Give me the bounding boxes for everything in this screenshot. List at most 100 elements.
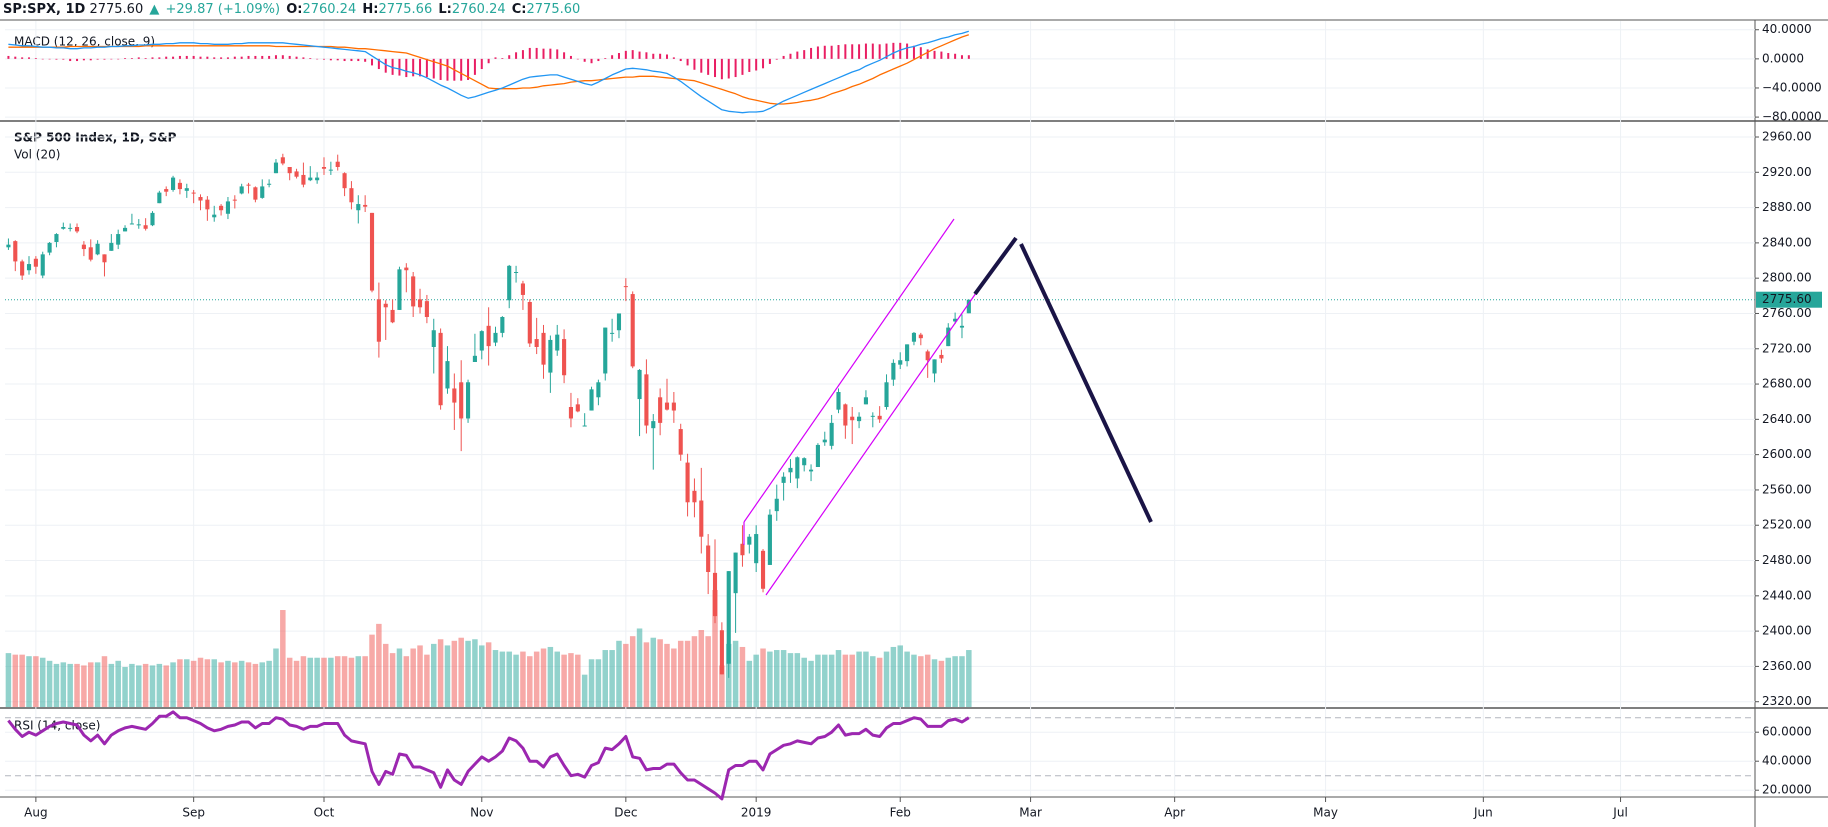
volume-bar bbox=[616, 640, 622, 707]
volume-bar bbox=[787, 653, 794, 707]
candle-body bbox=[164, 189, 169, 192]
candle-body bbox=[610, 332, 615, 334]
change: +29.87 (+1.09%) bbox=[165, 2, 281, 17]
volume-bar bbox=[575, 654, 581, 707]
candle-body bbox=[81, 244, 86, 250]
candle-body bbox=[685, 462, 690, 503]
volume-bar bbox=[774, 650, 780, 707]
x-tick-label: Feb bbox=[890, 806, 911, 820]
candle-body bbox=[692, 490, 697, 503]
candle-body bbox=[321, 167, 327, 169]
volume-bar bbox=[81, 665, 87, 707]
y-tick-label: 40.0000 bbox=[1762, 22, 1812, 36]
histogram-bar bbox=[741, 58, 744, 75]
indicator-line bbox=[8, 30, 970, 114]
y-tick-label: 2720.00 bbox=[1762, 341, 1812, 355]
candle-body bbox=[815, 444, 820, 467]
volume-bar bbox=[636, 628, 643, 707]
candle-body bbox=[40, 254, 45, 276]
histogram-bar bbox=[172, 56, 175, 59]
volume-bar bbox=[945, 657, 952, 707]
histogram-bar bbox=[576, 58, 579, 60]
volume-bar bbox=[60, 662, 67, 707]
histogram-bar bbox=[419, 58, 422, 77]
histogram-bar bbox=[837, 45, 840, 59]
candle-body bbox=[589, 389, 594, 411]
candle-body bbox=[843, 404, 848, 426]
candle-body bbox=[239, 186, 244, 194]
volume-bar bbox=[321, 657, 327, 707]
volume-bar bbox=[828, 654, 835, 707]
volume-bar bbox=[671, 648, 677, 707]
volume-bar bbox=[609, 650, 615, 707]
volume-bar bbox=[739, 646, 746, 707]
volume-bar bbox=[835, 650, 842, 707]
histogram-bar bbox=[487, 58, 490, 64]
candle-body bbox=[644, 374, 649, 426]
y-tick-label: 2880.00 bbox=[1762, 200, 1812, 214]
volume-bar bbox=[664, 643, 670, 707]
volume-bar bbox=[959, 656, 965, 707]
candle-body bbox=[541, 332, 546, 365]
volume-bar bbox=[328, 657, 334, 707]
volume-bar bbox=[238, 660, 245, 707]
y-tick-label: 0.0000 bbox=[1762, 51, 1804, 65]
candle-body bbox=[486, 325, 491, 347]
candle-body bbox=[520, 283, 525, 295]
volume-bar bbox=[931, 659, 938, 707]
volume-bar bbox=[568, 653, 574, 707]
y-tick-label: 2480.00 bbox=[1762, 553, 1812, 567]
volume-bar bbox=[527, 656, 533, 707]
candle-body bbox=[26, 264, 32, 271]
candle-body bbox=[198, 197, 203, 201]
histogram-bar bbox=[302, 57, 305, 59]
candle-body bbox=[959, 325, 965, 328]
histogram-bar bbox=[830, 45, 833, 59]
candle-body bbox=[95, 243, 100, 255]
histogram-bar bbox=[96, 58, 99, 60]
x-tick-label: Mar bbox=[1019, 806, 1042, 820]
high-label: H: bbox=[362, 2, 379, 17]
histogram-bar bbox=[21, 57, 24, 59]
volume-bar bbox=[101, 656, 108, 707]
candle-body bbox=[438, 332, 443, 406]
volume-legend: Vol (20) bbox=[14, 148, 60, 162]
volume-bar bbox=[684, 640, 691, 707]
labels-layer: 40.0000 0.0000 −40.0000 −80.0000 2320.00 2360… bbox=[24, 22, 1822, 820]
volume-bar bbox=[780, 650, 787, 707]
candle-body bbox=[699, 500, 704, 537]
volume-bar bbox=[259, 662, 265, 707]
candle-body bbox=[397, 269, 402, 310]
close-value: 2775.60 bbox=[526, 2, 581, 17]
volume-bar bbox=[677, 640, 684, 707]
volume-bar bbox=[307, 657, 314, 707]
volume-bar bbox=[142, 663, 149, 707]
candle-body bbox=[225, 201, 231, 214]
volume-bar bbox=[225, 660, 231, 707]
candle-body bbox=[822, 439, 827, 443]
candle-body bbox=[253, 187, 258, 200]
histogram-bar bbox=[398, 58, 401, 76]
volume-bar bbox=[74, 663, 80, 707]
volume-bar bbox=[705, 636, 711, 707]
volume-bar bbox=[588, 659, 595, 707]
histogram-bar bbox=[810, 47, 813, 59]
x-tick-label: 2019 bbox=[741, 806, 772, 820]
volume-bar bbox=[273, 648, 279, 707]
volume-bar bbox=[924, 654, 931, 707]
candle-body bbox=[88, 247, 93, 260]
candle-body bbox=[459, 382, 464, 419]
volume-bar bbox=[485, 642, 492, 707]
y-tick-label: 2800.00 bbox=[1762, 271, 1812, 285]
candle-body bbox=[767, 514, 772, 565]
histogram-bar bbox=[858, 44, 861, 59]
histogram-bar bbox=[82, 58, 85, 61]
candle-body bbox=[575, 404, 580, 412]
histogram-bar bbox=[665, 54, 668, 59]
volume-bar bbox=[822, 654, 828, 707]
histogram-bar bbox=[391, 58, 394, 75]
candle-body bbox=[219, 205, 224, 211]
volume-bar bbox=[561, 654, 567, 707]
histogram-bar bbox=[823, 45, 826, 59]
histogram-bar bbox=[624, 50, 627, 59]
